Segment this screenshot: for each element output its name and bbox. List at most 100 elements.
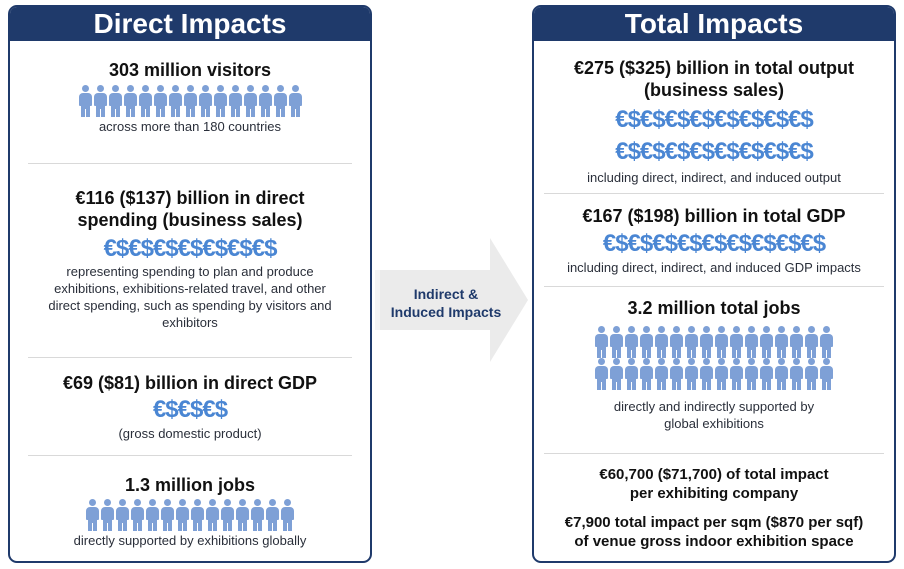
total-impacts-title: Total Impacts [534,7,894,41]
divider [544,193,884,194]
person-icon [715,326,728,358]
total-output-section: €275 ($325) billion in total output (bus… [534,57,894,186]
person-icon [595,326,608,358]
person-icon [213,85,227,117]
person-icon [146,499,159,531]
person-icon [670,358,683,390]
person-icon [745,326,758,358]
person-icon [78,85,92,117]
person-icon [820,326,833,358]
person-icon [116,499,129,531]
person-icon [191,499,204,531]
person-icon [176,499,189,531]
person-icon [206,499,219,531]
person-icon [266,499,279,531]
per-company-section: €60,700 ($71,700) of total impact per ex… [534,465,894,503]
visitors-people-icons [10,85,370,117]
person-icon [775,358,788,390]
divider [28,163,352,164]
total-gdp-section: €167 ($198) billion in total GDP €$€$€$€… [534,205,894,276]
person-icon [610,358,623,390]
person-icon [138,85,152,117]
person-icon [243,85,257,117]
divider [544,453,884,454]
visitors-title: 303 million visitors [108,60,272,80]
total-gdp-money-icons: €$€$€$€$€$€$€$€$€$ [602,230,826,257]
person-icon [655,358,668,390]
spending-caption-line-3: direct spending, such as spending by vis… [48,298,332,313]
person-icon [236,499,249,531]
person-icon [670,326,683,358]
direct-impacts-panel: Direct Impacts 303 million visitors acro… [8,5,372,563]
person-icon [685,358,698,390]
visitors-caption: across more than 180 countries [98,119,282,134]
person-icon [760,358,773,390]
person-icon [198,85,212,117]
divider [544,286,884,287]
person-icon [760,326,773,358]
person-icon [805,326,818,358]
spending-caption-line-2: exhibitions, exhibitions-related travel,… [54,281,326,296]
person-icon [790,326,803,358]
direct-gdp-title: €69 ($81) billion in direct GDP [62,373,318,393]
total-output-caption: including direct, indirect, and induced … [587,170,841,185]
direct-jobs-people-icons [10,499,370,531]
total-gdp-caption: including direct, indirect, and induced … [567,260,861,275]
direct-jobs-caption: directly supported by exhibitions global… [73,533,307,548]
spending-caption-line-4: exhibitors [162,315,218,330]
direct-gdp-caption: (gross domestic product) [118,426,262,441]
person-icon [805,358,818,390]
total-impacts-panel: Total Impacts €275 ($325) billion in tot… [532,5,896,563]
total-output-title-line-1: €275 ($325) billion in total output [573,58,855,78]
person-icon [183,85,197,117]
divider [28,455,352,456]
per-sqm-line-2: of venue gross indoor exhibition space [574,533,854,550]
person-icon [93,85,107,117]
direct-gdp-section: €69 ($81) billion in direct GDP €$€$€$ (… [10,372,370,442]
person-icon [640,326,653,358]
person-icon [730,326,743,358]
total-jobs-section: 3.2 million total jobs directly and indi… [534,297,894,432]
person-icon [288,85,302,117]
person-icon [625,358,638,390]
person-icon [258,85,272,117]
person-icon [700,326,713,358]
per-sqm-line-1: €7,900 total impact per sqm ($870 per sq… [564,514,864,531]
person-icon [730,358,743,390]
person-icon [655,326,668,358]
spending-title-line-1: €116 ($137) billion in direct [75,188,305,208]
total-output-title-line-2: (business sales) [643,80,785,100]
person-icon [281,499,294,531]
person-icon [123,85,137,117]
person-icon [775,326,788,358]
person-icon [168,85,182,117]
person-icon [610,326,623,358]
person-icon [685,326,698,358]
spending-money-icons: €$€$€$€$€$€$€$ [103,235,278,262]
arrow-label-line-1: Indirect & [413,286,479,302]
person-icon [251,499,264,531]
total-jobs-people-icons-row-2 [534,358,894,390]
person-icon [221,499,234,531]
direct-jobs-title: 1.3 million jobs [124,475,256,495]
person-icon [153,85,167,117]
divider [28,357,352,358]
total-output-money-icons-row-2: €$€$€$€$€$€$€$€$ [615,138,814,165]
person-icon [595,358,608,390]
person-icon [625,326,638,358]
person-icon [131,499,144,531]
total-gdp-title: €167 ($198) billion in total GDP [582,206,846,226]
direct-impacts-title: Direct Impacts [10,7,370,41]
per-company-line-1: €60,700 ($71,700) of total impact [599,466,829,483]
person-icon [101,499,114,531]
total-output-money-icons-row-1: €$€$€$€$€$€$€$€$ [615,106,814,133]
person-icon [228,85,242,117]
person-icon [86,499,99,531]
arrow-label-line-2: Induced Impacts [390,304,502,320]
total-jobs-title: 3.2 million total jobs [627,298,801,318]
person-icon [108,85,122,117]
person-icon [161,499,174,531]
direct-jobs-section: 1.3 million jobs directly supported by e… [10,474,370,549]
person-icon [700,358,713,390]
per-company-line-2: per exhibiting company [629,485,799,502]
